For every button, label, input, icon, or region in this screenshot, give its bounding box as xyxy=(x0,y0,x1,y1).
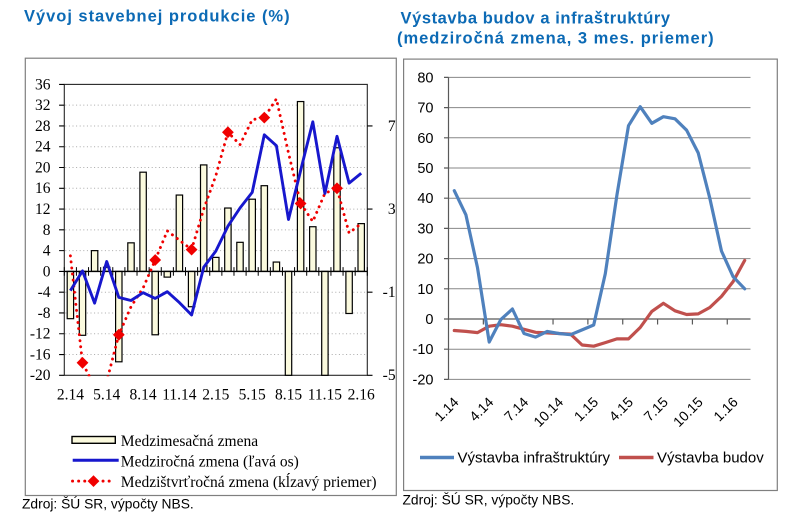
svg-text:20: 20 xyxy=(417,252,433,268)
svg-text:Medzištvrťročná zmena (kĺzavý: Medzištvrťročná zmena (kĺzavý priemer) xyxy=(121,474,377,491)
svg-text:Medzimesačná zmena: Medzimesačná zmena xyxy=(121,433,258,450)
svg-text:24: 24 xyxy=(35,139,51,156)
svg-text:0: 0 xyxy=(425,312,433,328)
svg-text:Zdroj: ŠÚ SR, výpočty NBS.: Zdroj: ŠÚ SR, výpočty NBS. xyxy=(22,495,194,511)
svg-text:(medziročná zmena, 3 mes. prie: (medziročná zmena, 3 mes. priemer) xyxy=(397,30,715,48)
svg-text:11.14: 11.14 xyxy=(162,387,197,404)
svg-text:8.15: 8.15 xyxy=(275,387,302,404)
svg-text:4: 4 xyxy=(43,243,51,260)
svg-text:5.15: 5.15 xyxy=(239,387,266,404)
svg-text:50: 50 xyxy=(417,161,433,177)
svg-text:70: 70 xyxy=(417,101,433,117)
svg-text:2.15: 2.15 xyxy=(202,387,229,404)
svg-text:11.15: 11.15 xyxy=(308,387,343,404)
svg-text:Vývoj stavebnej produkcie (%): Vývoj stavebnej produkcie (%) xyxy=(24,8,291,26)
svg-text:2.16: 2.16 xyxy=(348,387,375,404)
svg-text:40: 40 xyxy=(417,191,433,207)
svg-text:Zdroj: ŠÚ SR, výpočty NBS.: Zdroj: ŠÚ SR, výpočty NBS. xyxy=(403,491,575,507)
svg-text:8.14: 8.14 xyxy=(130,387,157,404)
svg-text:Medziročná zmena (ľavá os): Medziročná zmena (ľavá os) xyxy=(121,453,299,470)
svg-text:-20: -20 xyxy=(413,372,434,388)
svg-text:10: 10 xyxy=(417,282,433,298)
svg-text:32: 32 xyxy=(35,97,51,114)
svg-text:12: 12 xyxy=(35,201,51,218)
svg-text:Výstavba infraštruktúry: Výstavba infraštruktúry xyxy=(458,450,611,467)
svg-text:-5: -5 xyxy=(383,367,396,384)
svg-text:0: 0 xyxy=(43,263,51,280)
svg-text:-8: -8 xyxy=(38,305,51,322)
svg-text:2.14: 2.14 xyxy=(57,387,84,404)
svg-text:30: 30 xyxy=(417,221,433,237)
svg-text:8: 8 xyxy=(43,222,51,239)
svg-text:Výstavba budov a infraštruktúr: Výstavba budov a infraštruktúry xyxy=(401,10,671,28)
svg-text:60: 60 xyxy=(417,131,433,147)
svg-text:16: 16 xyxy=(35,180,51,197)
svg-text:-1: -1 xyxy=(383,284,396,301)
svg-text:36: 36 xyxy=(35,76,51,93)
svg-text:5.14: 5.14 xyxy=(93,387,120,404)
svg-text:7: 7 xyxy=(388,118,396,135)
svg-text:28: 28 xyxy=(35,118,51,135)
svg-text:80: 80 xyxy=(417,70,433,86)
svg-text:20: 20 xyxy=(35,159,51,176)
svg-text:-4: -4 xyxy=(38,284,51,301)
svg-text:-20: -20 xyxy=(30,367,51,384)
svg-text:3: 3 xyxy=(388,201,396,218)
svg-text:Výstavba budov: Výstavba budov xyxy=(657,450,764,467)
svg-text:-16: -16 xyxy=(30,346,51,363)
svg-text:-12: -12 xyxy=(30,326,51,343)
svg-text:-10: -10 xyxy=(413,342,434,358)
